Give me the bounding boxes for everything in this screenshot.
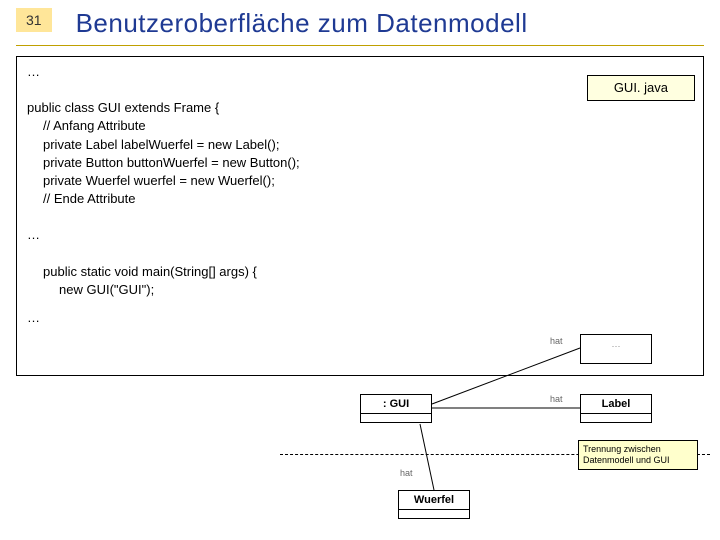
slide-number: 31 bbox=[16, 8, 52, 32]
rel-label: hat bbox=[550, 394, 563, 404]
uml-gui-label: : GUI bbox=[361, 395, 431, 414]
rel-label: hat bbox=[400, 468, 413, 478]
code-line: // Anfang Attribute bbox=[27, 117, 693, 135]
uml-wuerfel-box: Wuerfel bbox=[398, 490, 470, 519]
code-line: // Ende Attribute bbox=[27, 190, 693, 208]
uml-diagram: : GUI ··· Label Wuerfel hat hat hat Tren… bbox=[280, 330, 710, 530]
rel-label: hat bbox=[550, 336, 563, 346]
code-line: public static void main(String[] args) { bbox=[27, 263, 693, 281]
code-line: new GUI("GUI"); bbox=[27, 281, 693, 299]
filename-badge: GUI. java bbox=[587, 75, 695, 101]
title-underline bbox=[16, 45, 704, 46]
uml-note: Trennung zwischen Datenmodell und GUI bbox=[578, 440, 698, 470]
code-block: GUI. java … public class GUI extends Fra… bbox=[16, 56, 704, 376]
code-line: private Label labelWuerfel = new Label()… bbox=[27, 136, 693, 154]
code-line: private Wuerfel wuerfel = new Wuerfel(); bbox=[27, 172, 693, 190]
uml-wuerfel-label: Wuerfel bbox=[399, 491, 469, 510]
uml-button-box: ··· bbox=[580, 334, 652, 364]
code-line: public class GUI extends Frame { bbox=[27, 99, 693, 117]
slide-header: 31 Benutzeroberfläche zum Datenmodell bbox=[0, 0, 720, 39]
slide-title: Benutzeroberfläche zum Datenmodell bbox=[76, 8, 528, 39]
uml-label-label: Label bbox=[581, 395, 651, 414]
code-line: … bbox=[27, 226, 693, 244]
code-line: private Button buttonWuerfel = new Butto… bbox=[27, 154, 693, 172]
uml-gui-box: : GUI bbox=[360, 394, 432, 423]
code-line: … bbox=[27, 309, 693, 327]
uml-label-box: Label bbox=[580, 394, 652, 423]
